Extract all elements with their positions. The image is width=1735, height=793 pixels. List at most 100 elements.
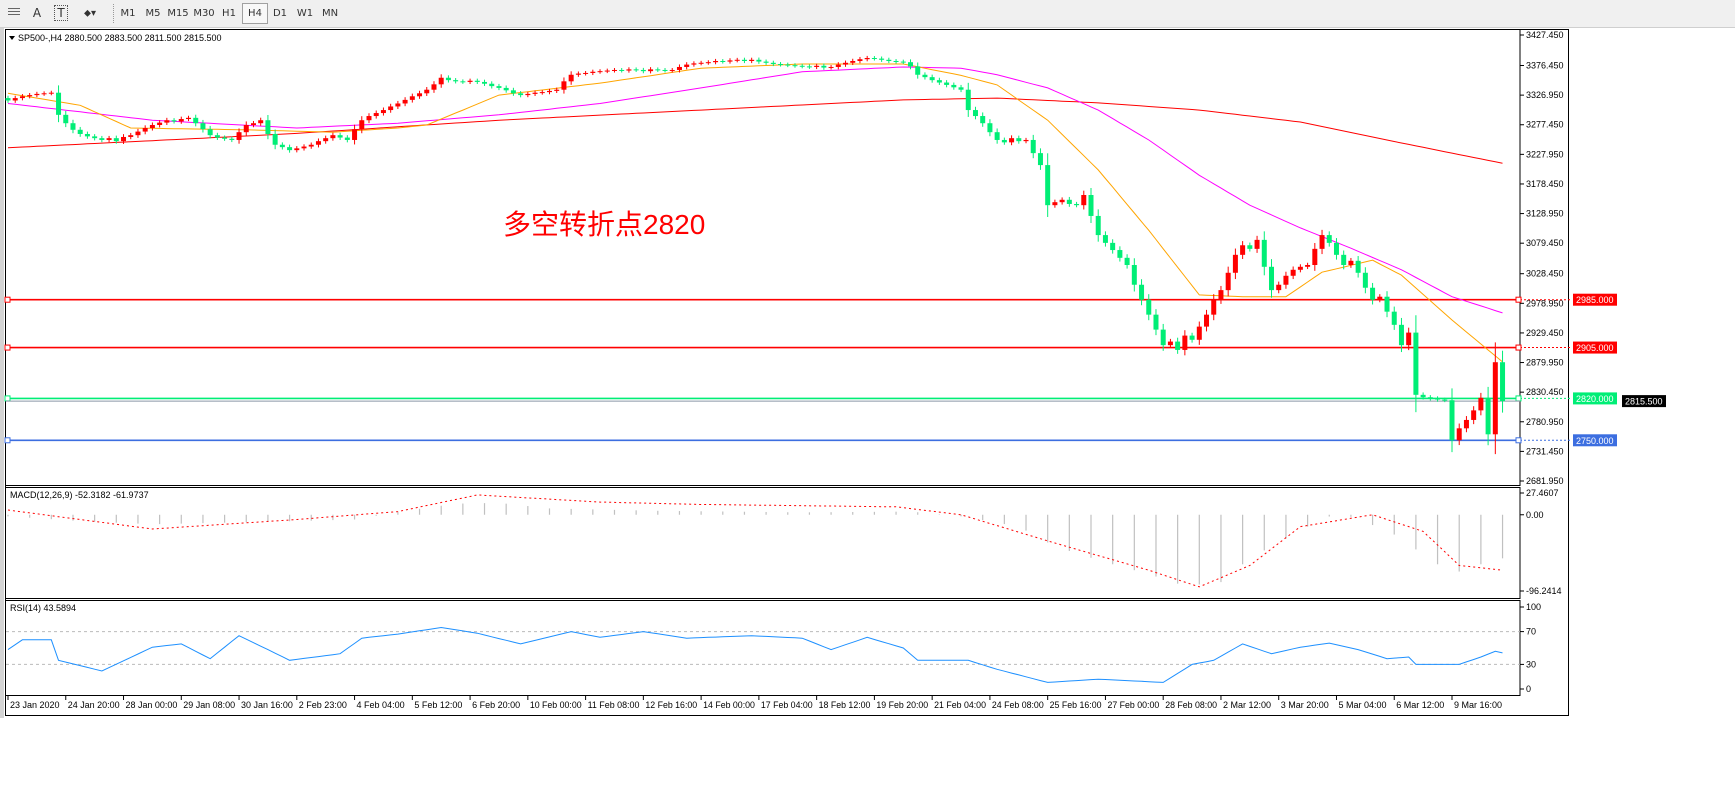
date-tick-label: 19 Feb 20:00 — [876, 700, 928, 710]
candle-bear — [1362, 272, 1368, 288]
macd-tick-label: 0.00 — [1526, 510, 1544, 520]
candle-bear — [1384, 296, 1390, 312]
candle-bear — [972, 110, 978, 117]
candle-bull — [1218, 290, 1224, 300]
candle-bear — [222, 137, 228, 139]
candle-bear — [489, 83, 495, 87]
candle-bear — [1146, 299, 1152, 315]
period-separators-icon[interactable] — [4, 4, 24, 23]
date-tick-label: 9 Mar 16:00 — [1454, 700, 1502, 710]
price-line-label: 2985.000 — [1576, 295, 1614, 305]
date-tick-label: 4 Feb 04:00 — [357, 700, 405, 710]
rsi-tick-label: 0 — [1526, 684, 1531, 694]
candle-bull — [1319, 235, 1325, 249]
timeframe-m1[interactable]: M1 — [120, 8, 136, 19]
candle-bear — [1160, 329, 1166, 346]
candle-bull — [467, 80, 473, 82]
candle-bull — [575, 73, 581, 75]
candle-bull — [330, 135, 336, 139]
candle-bear — [99, 138, 105, 140]
candle-bear — [1139, 284, 1145, 300]
candle-bull — [1283, 275, 1289, 285]
macd-panel — [5, 487, 1521, 599]
price-line-label: 2905.000 — [1576, 343, 1614, 353]
date-tick-label: 21 Feb 04:00 — [934, 700, 986, 710]
candle-bull — [554, 89, 560, 91]
candle-bull — [561, 81, 567, 90]
candle-bull — [1196, 326, 1202, 340]
candle-bear — [1370, 287, 1376, 300]
candle-bear — [70, 123, 76, 130]
candle-bull — [121, 136, 127, 142]
date-tick-label: 6 Feb 20:00 — [472, 700, 520, 710]
timeframe-m30[interactable]: M30 — [193, 8, 215, 19]
candle-bull — [749, 59, 755, 61]
candle-bull — [236, 132, 242, 140]
timeframe-mn[interactable]: MN — [321, 8, 339, 19]
candle-bear — [445, 77, 451, 81]
candle-bull — [698, 62, 704, 64]
date-tick-label: 3 Mar 20:00 — [1281, 700, 1329, 710]
candle-bull — [366, 116, 372, 121]
candle-bull — [669, 69, 675, 71]
chart-header-triangle-icon[interactable] — [9, 36, 15, 40]
date-tick-label: 5 Mar 04:00 — [1338, 700, 1386, 710]
candle-bull — [734, 59, 740, 61]
timeframe-m15[interactable]: M15 — [167, 8, 189, 19]
price-tick-label: 3128.950 — [1526, 209, 1564, 219]
candle-bull — [676, 66, 682, 70]
candle-bull — [48, 92, 54, 94]
candle-bear — [1326, 235, 1332, 243]
candle-bull — [186, 117, 191, 120]
candle-bull — [691, 63, 697, 65]
text-label-tool-icon[interactable]: T — [52, 4, 70, 23]
candle-bull — [857, 59, 863, 61]
candle-bear — [229, 138, 235, 140]
candle-bear — [518, 93, 524, 96]
toolbar-separator — [113, 4, 115, 23]
price-tick-label: 2830.450 — [1526, 387, 1564, 397]
timeframe-h1[interactable]: H1 — [222, 8, 236, 19]
candle-bear — [344, 137, 350, 140]
rsi-label: RSI(14) 43.5894 — [10, 603, 76, 613]
timeframe-h4[interactable]: H4 — [242, 3, 268, 24]
candle-bear — [1413, 332, 1419, 395]
candle-bear — [1449, 400, 1455, 441]
candle-bull — [850, 60, 856, 63]
candle-bull — [1456, 428, 1462, 441]
candle-bear — [503, 87, 509, 91]
candle-bull — [727, 60, 733, 62]
arrows-tool-icon[interactable]: ⬥▾ — [83, 8, 97, 19]
candle-bear — [77, 129, 83, 134]
candle-bull — [106, 138, 112, 140]
date-tick-label: 23 Jan 2020 — [10, 700, 60, 710]
rsi-tick-label: 30 — [1526, 659, 1536, 669]
candle-bear — [1095, 215, 1101, 236]
price-line-label-bg — [1573, 434, 1617, 447]
timeframe-m5[interactable]: M5 — [145, 8, 161, 19]
candle-bull — [1312, 248, 1318, 265]
candle-bull — [1232, 254, 1238, 273]
timeframe-d1[interactable]: D1 — [272, 8, 288, 19]
timeframe-w1[interactable]: W1 — [296, 8, 314, 19]
candle-bull — [532, 92, 538, 94]
date-tick-label: 28 Jan 00:00 — [126, 700, 178, 710]
text-label-glyph: T — [54, 5, 68, 21]
date-tick-label: 14 Feb 00:00 — [703, 700, 755, 710]
candle-bull — [1211, 299, 1217, 315]
price-tick-label: 3427.450 — [1526, 30, 1564, 40]
candle-bear — [1001, 139, 1007, 143]
candle-bear — [1500, 362, 1506, 402]
date-tick-label: 5 Feb 12:00 — [414, 700, 462, 710]
date-tick-label: 30 Jan 16:00 — [241, 700, 293, 710]
candle-bull — [164, 120, 170, 123]
candle-bear — [1391, 311, 1397, 325]
date-tick-label: 17 Feb 04:00 — [761, 700, 813, 710]
candle-bear — [879, 58, 885, 60]
price-tick-label: 3178.450 — [1526, 179, 1564, 189]
candle-bull — [157, 122, 163, 126]
candle-bull — [323, 138, 329, 142]
candle-bear — [1175, 341, 1181, 350]
text-tool-icon[interactable]: A — [32, 6, 42, 20]
